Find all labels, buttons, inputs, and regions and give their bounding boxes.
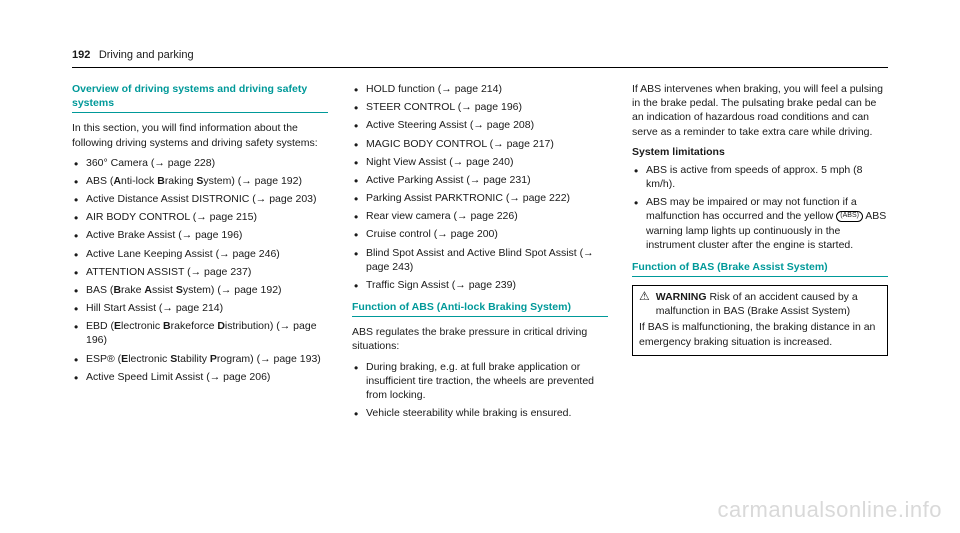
warning-icon: ⚠	[639, 290, 650, 302]
warning-text: WARNING Risk of an accident caused by a …	[656, 290, 881, 318]
warning-body: If BAS is malfunctioning, the braking di…	[633, 320, 887, 354]
list-item: AIR BODY CONTROL (→ page 215)	[72, 210, 328, 224]
warning-box: ⚠ WARNING Risk of an accident caused by …	[632, 285, 888, 356]
section-title: Driving and parking	[99, 49, 194, 61]
bas-heading: Function of BAS (Brake Assist System)	[632, 260, 888, 277]
list-item: Night View Assist (→ page 240)	[352, 155, 608, 169]
list-item: BAS (Brake Assist System) (→ page 192)	[72, 283, 328, 297]
column-1: Overview of driving systems and driving …	[72, 82, 328, 428]
list-item: EBD (Electronic Brakeforce Distribution)…	[72, 319, 328, 347]
page-content: 192 Driving and parking Overview of driv…	[0, 0, 960, 448]
overview-list: 360° Camera (→ page 228) ABS (Anti-lock …	[72, 156, 328, 384]
list-item: Active Speed Limit Assist (→ page 206)	[72, 370, 328, 384]
overview-intro: In this section, you will find informati…	[72, 121, 328, 149]
page-header: 192 Driving and parking	[72, 45, 888, 68]
list-item: ABS is active from speeds of approx. 5 m…	[632, 163, 888, 191]
list-item: ABS may be impaired or may not function …	[632, 195, 888, 252]
list-item: 360° Camera (→ page 228)	[72, 156, 328, 170]
list-item: Traffic Sign Assist (→ page 239)	[352, 278, 608, 292]
list-item: ESP® (Electronic Stability Program) (→ p…	[72, 352, 328, 366]
abs-behavior: If ABS intervenes when braking, you will…	[632, 82, 888, 139]
list-item: Active Steering Assist (→ page 208)	[352, 118, 608, 132]
warning-header: ⚠ WARNING Risk of an accident caused by …	[633, 286, 887, 320]
columns-container: Overview of driving systems and driving …	[72, 82, 888, 428]
list-item: Rear view camera (→ page 226)	[352, 209, 608, 223]
list-item: Hill Start Assist (→ page 214)	[72, 301, 328, 315]
system-limitations-heading: System limitations	[632, 145, 888, 159]
list-item: During braking, e.g. at full brake appli…	[352, 360, 608, 403]
abs-heading: Function of ABS (Anti-lock Braking Syste…	[352, 300, 608, 317]
list-item: Active Parking Assist (→ page 231)	[352, 173, 608, 187]
warning-title: WARNING	[656, 291, 707, 303]
list-item: MAGIC BODY CONTROL (→ page 217)	[352, 137, 608, 151]
column-3: If ABS intervenes when braking, you will…	[632, 82, 888, 428]
list-item: ATTENTION ASSIST (→ page 237)	[72, 265, 328, 279]
list-item: Active Lane Keeping Assist (→ page 246)	[72, 247, 328, 261]
limitations-list: ABS is active from speeds of approx. 5 m…	[632, 163, 888, 252]
list-item: ABS (Anti-lock Braking System) (→ page 1…	[72, 174, 328, 188]
column-2: HOLD function (→ page 214) STEER CONTROL…	[352, 82, 608, 428]
watermark: carmanualsonline.info	[717, 497, 942, 523]
list-item: STEER CONTROL (→ page 196)	[352, 100, 608, 114]
overview-heading: Overview of driving systems and driving …	[72, 82, 328, 113]
list-item: Active Distance Assist DISTRONIC (→ page…	[72, 192, 328, 206]
abs-list: During braking, e.g. at full brake appli…	[352, 360, 608, 421]
list-item: Active Brake Assist (→ page 196)	[72, 228, 328, 242]
page-number: 192	[72, 49, 90, 61]
list-item: Blind Spot Assist and Active Blind Spot …	[352, 246, 608, 274]
list-item: Parking Assist PARKTRONIC (→ page 222)	[352, 191, 608, 205]
abs-intro: ABS regulates the brake pressure in crit…	[352, 325, 608, 353]
list-item: Cruise control (→ page 200)	[352, 227, 608, 241]
list-item: HOLD function (→ page 214)	[352, 82, 608, 96]
list-item: Vehicle steerability while braking is en…	[352, 406, 608, 420]
overview-list-cont: HOLD function (→ page 214) STEER CONTROL…	[352, 82, 608, 292]
